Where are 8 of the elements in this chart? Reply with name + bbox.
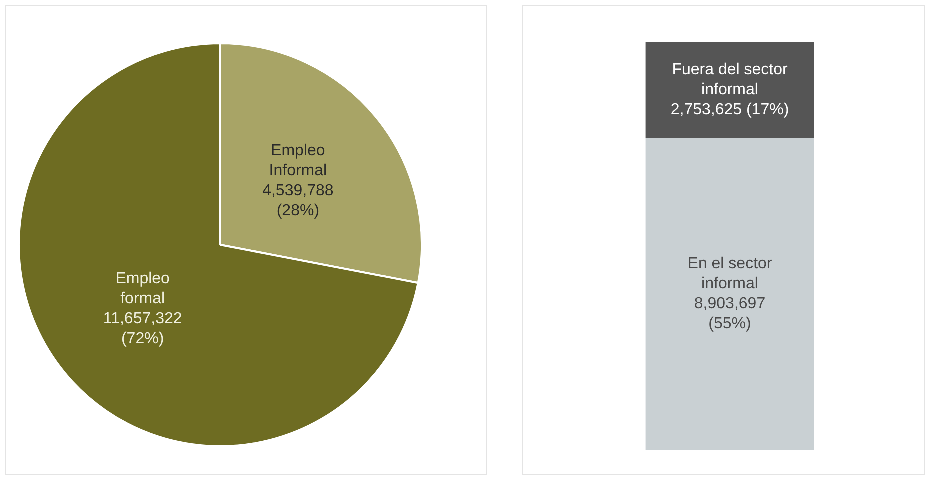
slice-label: Empleo Informal	[269, 142, 328, 180]
series-label: Fuera del sector informal	[672, 62, 788, 99]
series-label: En el sector informal	[688, 256, 773, 293]
slice-label: Empleo formal	[116, 270, 170, 308]
data-label: 8,903,697 (55%)	[694, 296, 766, 333]
data-label: 4,539,788 (28%)	[262, 182, 334, 220]
data-label: 2,753,625 (17%)	[670, 102, 790, 119]
data-label: 11,657,322 (72%)	[103, 310, 182, 348]
